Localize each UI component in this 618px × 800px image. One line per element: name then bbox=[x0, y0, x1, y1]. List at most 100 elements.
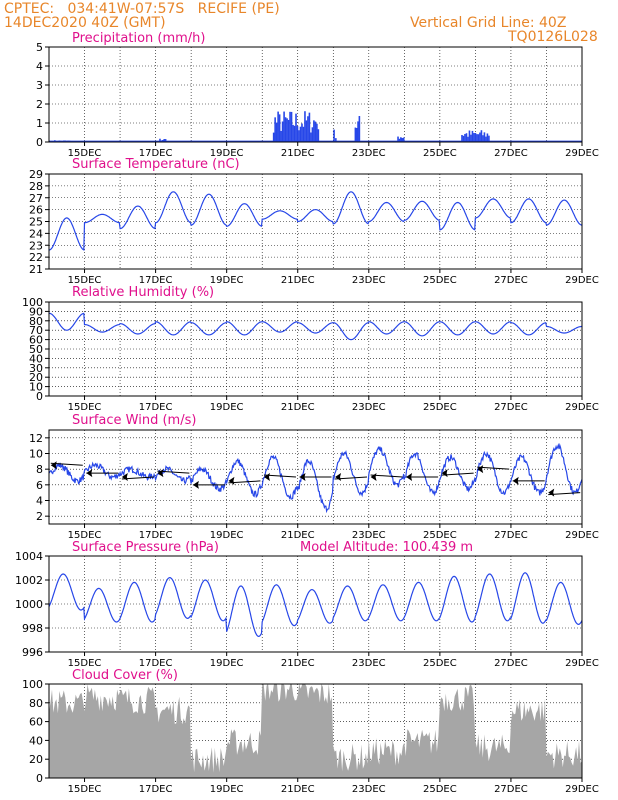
y-tick-label: 70 bbox=[29, 324, 43, 337]
y-tick-label: 1002 bbox=[15, 574, 43, 587]
y-tick-label: 24 bbox=[29, 227, 43, 240]
x-tick-label: 27DEC bbox=[494, 530, 528, 541]
wind-arrow bbox=[512, 476, 545, 485]
chart-panel-4: 2 4 6 8 10 12 15DEC 17DEC 19DEC 21DEC 23DEC 25DEC 27… bbox=[29, 413, 599, 541]
x-tick-label: 27DEC bbox=[494, 148, 528, 159]
y-tick-label: 20 bbox=[29, 371, 43, 384]
x-tick-label: 21DEC bbox=[281, 275, 315, 286]
x-tick-label: 17DEC bbox=[139, 275, 173, 286]
precip-bar bbox=[479, 132, 481, 142]
precip-bar bbox=[305, 120, 308, 142]
precip-bar bbox=[335, 138, 337, 142]
x-tick-label: 23DEC bbox=[352, 148, 386, 159]
y-tick-label: 27 bbox=[29, 192, 43, 205]
model-altitude-label: Model Altitude: 100.439 m bbox=[300, 540, 473, 555]
x-tick-label: 29DEC bbox=[565, 148, 599, 159]
x-tick-label: 27DEC bbox=[494, 275, 528, 286]
y-tick-label: 60 bbox=[29, 716, 43, 729]
x-tick-label: 29DEC bbox=[565, 530, 599, 541]
wind-arrow bbox=[121, 473, 154, 481]
precip-bar bbox=[292, 124, 294, 142]
x-tick-label: 21DEC bbox=[281, 148, 315, 159]
x-tick-label: 25DEC bbox=[423, 658, 457, 669]
x-tick-label: 21DEC bbox=[281, 402, 315, 413]
precip-bar bbox=[402, 137, 405, 142]
x-tick-label: 23DEC bbox=[352, 658, 386, 669]
precip-bar bbox=[462, 135, 465, 142]
precip-bar bbox=[461, 134, 463, 142]
y-tick-label: 80 bbox=[29, 697, 43, 710]
x-tick-label: 19DEC bbox=[210, 148, 244, 159]
precip-bar bbox=[298, 130, 300, 142]
panel-title: Surface Wind (m/s) bbox=[72, 413, 196, 428]
series-line bbox=[48, 572, 583, 638]
x-tick-label: 29DEC bbox=[565, 658, 599, 669]
x-tick-label: 21DEC bbox=[281, 658, 315, 669]
precip-bar bbox=[483, 132, 486, 142]
x-tick-label: 15DEC bbox=[68, 658, 102, 669]
panel-title: Relative Humidity (%) bbox=[72, 285, 214, 300]
series-line bbox=[48, 312, 583, 341]
precip-bar bbox=[272, 132, 275, 142]
wind-arrow bbox=[406, 473, 439, 481]
cloud-cover-area bbox=[49, 684, 582, 778]
precip-bar bbox=[278, 114, 281, 142]
precip-bar bbox=[277, 111, 279, 142]
precip-bar bbox=[311, 127, 314, 142]
precip-bar bbox=[299, 126, 302, 142]
wind-arrow bbox=[441, 469, 474, 478]
x-tick-label: 19DEC bbox=[210, 402, 244, 413]
x-tick-label: 23DEC bbox=[352, 275, 386, 286]
panel-title: Surface Temperature (nC) bbox=[72, 157, 240, 172]
precip-bar bbox=[316, 123, 318, 142]
precip-bar bbox=[301, 123, 303, 142]
x-tick-label: 15DEC bbox=[68, 530, 102, 541]
precip-bar bbox=[314, 121, 317, 142]
precip-bar bbox=[287, 119, 290, 142]
x-tick-label: 15DEC bbox=[68, 275, 102, 286]
x-tick-label: 25DEC bbox=[423, 784, 457, 795]
precip-bar bbox=[159, 138, 161, 142]
wind-arrow bbox=[335, 473, 368, 481]
y-tick-label: 50 bbox=[29, 343, 43, 356]
y-tick-label: 8 bbox=[36, 463, 43, 476]
precip-bar bbox=[397, 136, 399, 142]
y-tick-label: 2 bbox=[36, 510, 43, 523]
precip-bar bbox=[485, 136, 487, 142]
y-tick-label: 4 bbox=[36, 495, 43, 508]
y-tick-label: 22 bbox=[29, 251, 43, 264]
precip-bar bbox=[358, 116, 361, 142]
series-line bbox=[48, 191, 583, 251]
x-tick-label: 15DEC bbox=[68, 148, 102, 159]
y-tick-label: 40 bbox=[29, 734, 43, 747]
y-tick-label: 1 bbox=[36, 117, 43, 130]
y-tick-label: 40 bbox=[29, 352, 43, 365]
precip-bar bbox=[164, 139, 167, 142]
wind-arrow bbox=[192, 480, 225, 489]
wind-arrow bbox=[228, 476, 261, 485]
y-tick-label: 0 bbox=[36, 136, 43, 149]
y-tick-label: 60 bbox=[29, 334, 43, 347]
precip-bar bbox=[400, 137, 402, 142]
precip-bar bbox=[310, 132, 312, 142]
y-tick-label: 25 bbox=[29, 216, 43, 229]
precip-bar bbox=[307, 116, 309, 142]
x-tick-label: 17DEC bbox=[139, 784, 173, 795]
x-tick-label: 17DEC bbox=[139, 148, 173, 159]
precip-bar bbox=[302, 126, 305, 142]
x-tick-label: 19DEC bbox=[210, 530, 244, 541]
precip-bar bbox=[488, 135, 490, 142]
header-left-line1: CPTEC: 034:41W-07:57S RECIFE (PE) bbox=[4, 1, 280, 17]
header-right-line2: TQ0126L028 bbox=[508, 29, 598, 45]
precip-bar bbox=[474, 133, 477, 142]
x-tick-label: 25DEC bbox=[423, 402, 457, 413]
wind-arrow bbox=[370, 473, 403, 481]
panel-title: Surface Pressure (hPa) bbox=[72, 540, 219, 555]
precip-bar bbox=[471, 130, 474, 142]
wind-arrow bbox=[86, 469, 119, 478]
wind-arrow bbox=[50, 461, 83, 470]
x-tick-label: 21DEC bbox=[281, 784, 315, 795]
